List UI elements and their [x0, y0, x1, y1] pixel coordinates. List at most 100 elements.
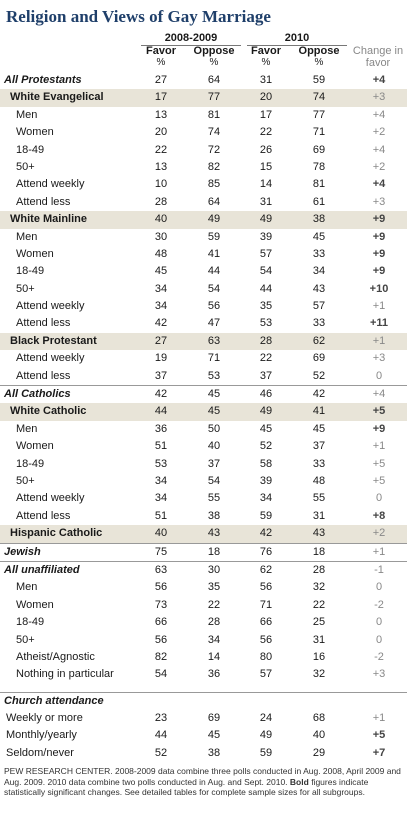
- cell-change: +1: [372, 300, 386, 313]
- cell-change: -1: [374, 563, 384, 576]
- cell-o2: 74: [312, 91, 326, 104]
- cell-o2: 42: [312, 388, 326, 401]
- cell-change: +9: [372, 422, 386, 435]
- table-row: 18-49 53 37 58 33 +5: [0, 456, 407, 473]
- cell-o1: 45: [207, 729, 221, 742]
- footer-bold-word: Bold: [289, 776, 309, 787]
- cell-o2: 16: [312, 650, 326, 663]
- cell-o2: 32: [312, 668, 326, 681]
- cell-f1: 73: [154, 598, 168, 611]
- cell-o1: 54: [207, 474, 221, 487]
- cell-o1: 81: [207, 108, 221, 121]
- cell-f1: 13: [154, 160, 168, 173]
- cell-f1: 28: [154, 195, 168, 208]
- cell-f1: 54: [154, 668, 168, 681]
- cell-change: +2: [372, 160, 386, 173]
- cell-change: +9: [372, 247, 386, 260]
- cell-change: +5: [372, 457, 386, 470]
- table-row: Women 48 41 57 33 +9: [0, 246, 407, 263]
- row-label: Atheist/Agnostic: [16, 650, 95, 663]
- cell-f2: 44: [259, 282, 273, 295]
- cell-change: +4: [372, 74, 386, 86]
- cell-o1: 64: [207, 195, 221, 208]
- cell-change: +2: [372, 126, 386, 139]
- cell-o2: 69: [312, 143, 326, 156]
- table-row: Women 73 22 71 22 -2: [0, 597, 407, 614]
- cell-f2: 34: [259, 492, 273, 505]
- cell-o1: 34: [207, 633, 221, 646]
- table-row: 50+ 34 54 39 48 +5: [0, 473, 407, 490]
- cell-change: +9: [372, 265, 386, 278]
- cell-o2: 55: [312, 492, 326, 505]
- cell-f2: 31: [259, 74, 273, 86]
- table-row: White Mainline 40 49 49 38 +9: [0, 211, 407, 229]
- cell-o1: 40: [207, 440, 221, 453]
- cell-change: 0: [375, 369, 383, 382]
- cell-f2: 49: [259, 405, 273, 418]
- table-row: Hispanic Catholic 40 43 42 43 +2: [0, 525, 407, 543]
- cell-change: +5: [372, 474, 386, 487]
- cell-f2: 14: [259, 178, 273, 191]
- cell-f1: 22: [154, 143, 168, 156]
- cell-f1: 44: [154, 729, 168, 742]
- cell-o1: 69: [207, 712, 221, 725]
- table-row: 50+ 13 82 15 78 +2: [0, 159, 407, 176]
- cell-change: +3: [372, 91, 386, 104]
- cell-o2: 41: [312, 405, 326, 418]
- row-label: 50+: [16, 474, 35, 487]
- cell-o1: 64: [207, 74, 221, 86]
- row-label: All Protestants: [4, 74, 82, 86]
- table-row: Men 13 81 17 77 +4: [0, 107, 407, 124]
- table-row: Nothing in particular 54 36 57 32 +3: [0, 666, 407, 683]
- cell-o2: 48: [312, 474, 326, 487]
- cell-o2: 62: [312, 334, 326, 347]
- cell-o2: 28: [312, 563, 326, 576]
- cell-change: 0: [375, 633, 383, 646]
- cell-change: +9: [372, 213, 386, 226]
- cell-change: +3: [372, 668, 386, 681]
- cell-f2: 15: [259, 160, 273, 173]
- cell-o1: 54: [207, 282, 221, 295]
- cell-f1: 53: [154, 457, 168, 470]
- row-label: Women: [16, 126, 54, 139]
- cell-f1: 13: [154, 108, 168, 121]
- cell-o2: 25: [312, 616, 326, 629]
- cell-o1: 41: [207, 247, 221, 260]
- cell-change: +7: [372, 746, 386, 759]
- cell-o1: 59: [207, 230, 221, 243]
- cell-change: -2: [374, 598, 384, 611]
- cell-o1: 38: [207, 746, 221, 759]
- cell-o1: 47: [207, 317, 221, 330]
- row-label: Women: [16, 598, 54, 611]
- cell-o1: 82: [207, 160, 221, 173]
- cell-o1: 30: [207, 563, 221, 576]
- cell-f1: 19: [154, 352, 168, 365]
- cell-f2: 20: [259, 91, 273, 104]
- cell-change: +3: [372, 195, 386, 208]
- row-label: Attend weekly: [16, 300, 85, 313]
- cell-o2: 40: [312, 729, 326, 742]
- row-label: Men: [16, 422, 38, 435]
- cell-f2: 56: [259, 581, 273, 594]
- cell-change: +4: [372, 178, 386, 191]
- cell-o2: 34: [312, 265, 326, 278]
- cell-o1: 18: [207, 545, 221, 558]
- table-row: Seldom/never 52 38 59 29 +7: [0, 745, 407, 762]
- row-label: Hispanic Catholic: [10, 527, 103, 540]
- cell-f1: 52: [154, 746, 168, 759]
- cell-f2: 53: [259, 317, 273, 330]
- cell-change: -2: [374, 650, 384, 663]
- table-row: All Catholics 42 45 46 42 +4: [0, 385, 407, 403]
- table-row: Attend weekly 10 85 14 81 +4: [0, 176, 407, 193]
- cell-o2: 59: [312, 74, 326, 86]
- cell-f1: 34: [154, 282, 168, 295]
- table-row: 18-49 66 28 66 25 0: [0, 614, 407, 631]
- col-favor-1: Favor%: [146, 45, 176, 69]
- period-header-1: 2008-2009: [141, 32, 241, 46]
- cell-change: +4: [372, 143, 386, 156]
- cell-f1: 34: [154, 474, 168, 487]
- cell-change: +9: [372, 230, 386, 243]
- cell-f2: 46: [259, 388, 273, 401]
- footer-note: PEW RESEARCH CENTER. 2008-2009 data comb…: [4, 766, 404, 798]
- cell-f1: 63: [154, 563, 168, 576]
